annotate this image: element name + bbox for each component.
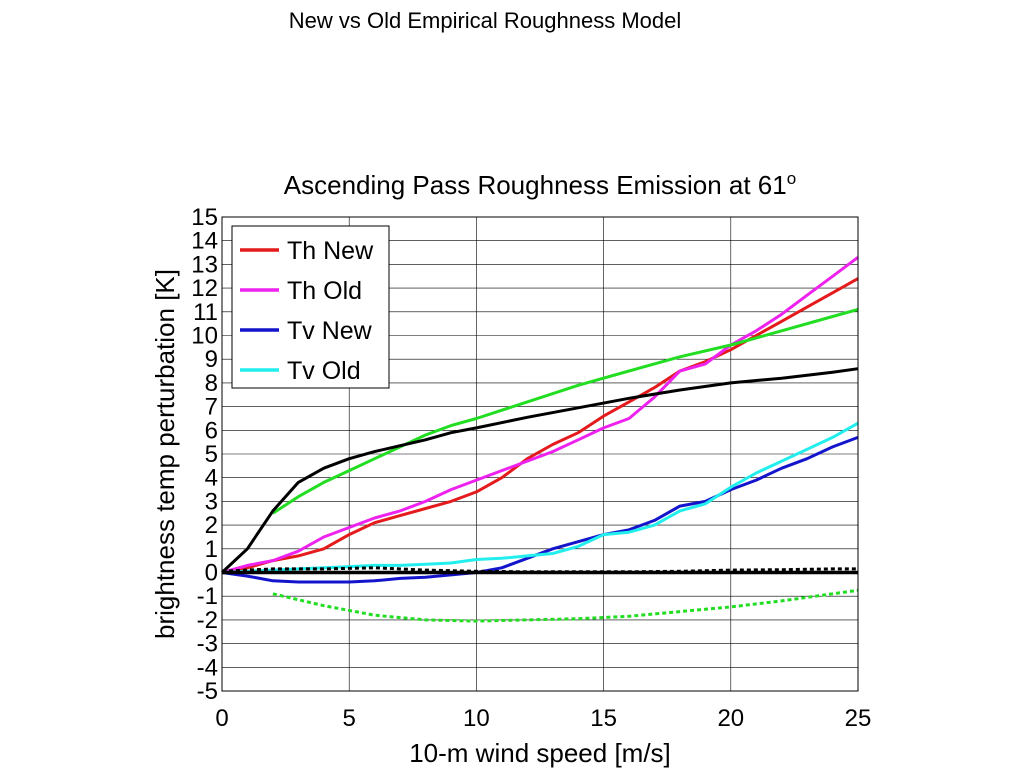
y-tick-label: 10 xyxy=(191,323,218,350)
x-tick-labels: 0 5 10 15 20 25 xyxy=(215,705,871,732)
x-tick-label: 20 xyxy=(717,705,744,732)
x-tick-label: 15 xyxy=(590,705,617,732)
y-tick-label: 14 xyxy=(191,228,218,255)
y-tick-label: -2 xyxy=(197,607,218,634)
x-tick-label: 0 xyxy=(215,705,228,732)
legend-label: Tv New xyxy=(287,317,373,345)
y-tick-label: 2 xyxy=(205,512,218,539)
plot-frame xyxy=(221,216,859,692)
y-axis-label: brightness temp perturbation [K] xyxy=(150,269,180,639)
slide-title: New vs Old Empirical Roughness Model xyxy=(288,8,682,33)
y-tick-label: -4 xyxy=(197,654,218,681)
series-line-1 xyxy=(221,256,859,574)
y-tick-label: 6 xyxy=(205,417,218,444)
y-tick-label: 13 xyxy=(191,251,218,278)
y-tick-label: 7 xyxy=(205,394,218,421)
legend-label: Tv Old xyxy=(287,357,361,385)
y-tick-label: 8 xyxy=(205,370,218,397)
y-tick-label: -3 xyxy=(197,631,218,658)
series-line-2 xyxy=(221,435,859,584)
y-tick-label: -1 xyxy=(197,583,218,610)
y-tick-label: 9 xyxy=(205,346,218,373)
y-tick-label: 5 xyxy=(205,441,218,468)
legend-label: Th New xyxy=(287,237,374,265)
y-tick-label: 15 xyxy=(191,204,218,231)
y-tick-label: 1 xyxy=(205,536,218,563)
series-lines xyxy=(220,256,859,623)
y-tick-label: 12 xyxy=(191,275,218,302)
y-tick-label: 11 xyxy=(193,299,218,326)
chart-title: Ascending Pass Roughness Emission at 61o xyxy=(284,169,796,200)
chart-title-text: Ascending Pass Roughness Emission at 61 xyxy=(284,170,787,200)
y-tick-label: 4 xyxy=(205,465,218,492)
series-line-5 xyxy=(220,367,859,574)
y-tick-label: 3 xyxy=(205,488,218,515)
y-tick-label: -5 xyxy=(197,678,218,705)
legend: Th New Th Old Tv New Tv Old xyxy=(231,225,390,389)
legend-box xyxy=(231,225,390,389)
y-tick-label: 0 xyxy=(205,560,218,587)
x-tick-label: 5 xyxy=(343,705,356,732)
chart-title-superscript: o xyxy=(787,169,796,188)
x-axis-label: 10-m wind speed [m/s] xyxy=(409,738,671,768)
x-tick-label: 25 xyxy=(845,705,872,732)
series-line-4 xyxy=(272,307,859,515)
x-tick-label: 10 xyxy=(463,705,490,732)
legend-label: Th Old xyxy=(287,277,362,305)
series-line-6 xyxy=(272,588,859,623)
